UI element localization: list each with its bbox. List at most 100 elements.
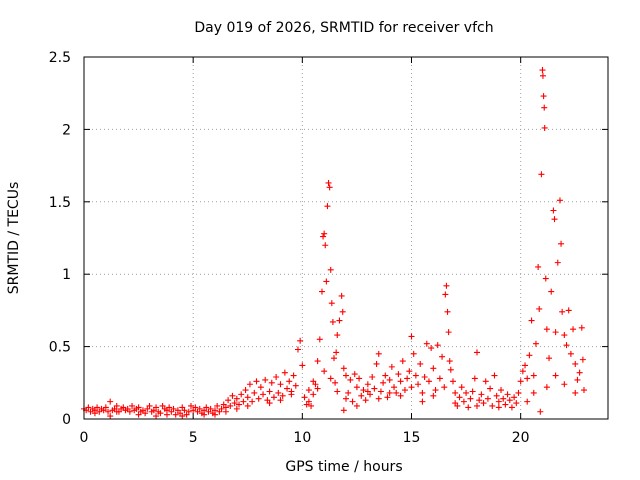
data-point <box>526 352 533 359</box>
data-point <box>371 385 378 392</box>
y-axis-label: SRMTID / TECUs <box>6 182 22 295</box>
data-point <box>340 365 347 372</box>
data-point <box>380 379 387 386</box>
data-point <box>288 391 295 398</box>
data-point <box>362 397 369 404</box>
data-point <box>439 353 446 360</box>
data-point <box>284 385 291 392</box>
data-point <box>551 216 558 223</box>
data-point <box>446 358 453 365</box>
data-point <box>185 408 192 415</box>
data-point <box>279 392 286 399</box>
data-point <box>305 387 312 394</box>
data-point <box>172 411 179 418</box>
data-point <box>244 402 251 409</box>
data-point <box>251 389 258 396</box>
data-point <box>415 381 422 388</box>
x-tick-label: 10 <box>293 430 311 446</box>
data-point <box>266 400 273 407</box>
data-point <box>463 389 470 396</box>
data-point <box>218 405 225 412</box>
data-point <box>406 368 413 375</box>
data-point <box>522 362 529 369</box>
data-point <box>432 387 439 394</box>
data-point <box>421 374 428 381</box>
data-point <box>369 374 376 381</box>
data-point <box>495 398 502 405</box>
data-point <box>543 384 550 391</box>
data-point <box>417 360 424 367</box>
y-tick-label: 0 <box>62 412 71 428</box>
data-point <box>242 387 249 394</box>
data-point <box>382 372 389 379</box>
data-point <box>105 408 112 415</box>
data-point <box>449 378 456 385</box>
data-point <box>559 308 566 315</box>
data-point <box>489 402 496 409</box>
data-point <box>113 402 120 409</box>
data-point <box>212 411 218 418</box>
grid <box>84 57 608 419</box>
data-point <box>179 413 186 420</box>
data-point <box>491 372 498 379</box>
data-point <box>567 350 574 357</box>
data-point <box>537 408 544 415</box>
data-point <box>229 392 236 399</box>
data-point <box>452 400 459 407</box>
data-point <box>201 411 208 418</box>
data-point <box>515 389 522 396</box>
data-point <box>493 392 500 399</box>
data-point <box>386 376 393 383</box>
data-point <box>231 400 238 407</box>
data-point <box>386 389 393 396</box>
data-point <box>441 384 448 391</box>
data-point <box>322 242 329 249</box>
data-point <box>404 375 411 382</box>
data-point <box>91 410 98 417</box>
data-point <box>548 288 555 295</box>
data-point <box>310 391 317 398</box>
data-point <box>94 404 101 411</box>
y-tick-label: 1.5 <box>49 195 71 211</box>
data-point <box>428 345 435 352</box>
data-point <box>326 184 333 191</box>
data-point <box>484 395 491 402</box>
data-point <box>310 378 317 385</box>
data-point <box>524 375 531 382</box>
data-point <box>275 389 282 396</box>
data-point <box>321 230 328 237</box>
data-point <box>556 197 563 204</box>
data-point <box>328 300 335 307</box>
data-point <box>377 388 384 395</box>
data-point <box>538 171 545 178</box>
data-point <box>436 375 443 382</box>
y-tick-label: 0.5 <box>49 340 71 356</box>
data-point <box>576 369 583 376</box>
data-point <box>214 402 221 409</box>
x-tick-label: 20 <box>512 430 530 446</box>
data-point <box>482 378 489 385</box>
data-point <box>324 203 331 210</box>
data-point <box>574 376 581 383</box>
data-point <box>153 413 160 420</box>
data-point <box>434 342 441 349</box>
data-point <box>349 398 356 405</box>
data-point <box>314 358 321 365</box>
data-point <box>146 402 153 409</box>
data-point <box>157 410 164 417</box>
data-point <box>170 405 177 412</box>
data-point <box>286 378 293 385</box>
data-point <box>325 179 332 186</box>
data-point <box>281 369 288 376</box>
data-point <box>327 375 334 382</box>
data-point <box>511 394 518 401</box>
data-point <box>572 389 579 396</box>
data-point <box>474 402 480 409</box>
data-point <box>535 263 542 270</box>
data-point <box>85 404 92 411</box>
chart-title: Day 019 of 2026, SRMTID for receiver vfc… <box>194 20 493 36</box>
data-point <box>536 305 543 312</box>
data-point <box>442 291 449 298</box>
data-point <box>395 371 402 378</box>
data-point <box>508 404 515 411</box>
